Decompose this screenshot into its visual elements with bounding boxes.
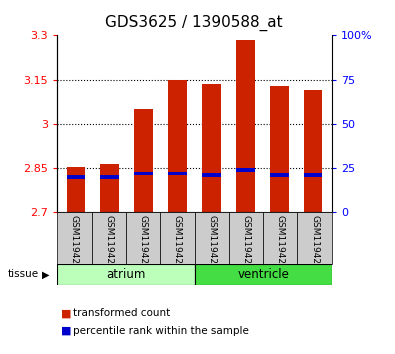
Text: ■: ■ [61,308,72,318]
Bar [67,175,85,179]
Text: GSM119427: GSM119427 [241,215,250,270]
Text: percentile rank within the sample: percentile rank within the sample [73,326,249,336]
Bar [92,212,126,264]
Text: GSM119422: GSM119422 [70,215,79,270]
Bar [195,264,332,285]
Bar [263,212,297,264]
Text: ventricle: ventricle [237,268,289,281]
Bar [160,212,195,264]
Bar [168,80,187,212]
Text: GSM119428: GSM119428 [276,215,285,270]
Bar [57,264,195,285]
Text: transformed count: transformed count [73,308,170,318]
Bar [195,212,229,264]
Bar [202,84,221,212]
Text: GSM119425: GSM119425 [173,215,182,270]
Bar [236,40,255,212]
Bar [67,167,85,212]
Text: GDS3625 / 1390588_at: GDS3625 / 1390588_at [105,15,282,31]
Bar [202,173,221,177]
Text: GSM119429: GSM119429 [310,215,319,270]
Bar [168,172,187,175]
Bar [134,109,153,212]
Text: atrium: atrium [106,268,146,281]
Bar [236,168,255,172]
Bar [229,212,263,264]
Bar [100,164,119,212]
Text: ▶: ▶ [41,269,49,279]
Bar [270,86,289,212]
Bar [100,175,119,179]
Bar [134,172,153,175]
Bar [57,212,92,264]
Text: GSM119426: GSM119426 [207,215,216,270]
Text: tissue: tissue [8,269,39,279]
Bar [304,90,322,212]
Bar [270,173,289,177]
Bar [297,212,332,264]
Text: GSM119423: GSM119423 [104,215,113,270]
Bar [126,212,160,264]
Text: GSM119424: GSM119424 [139,215,148,270]
Text: ■: ■ [61,326,72,336]
Bar [304,173,322,177]
